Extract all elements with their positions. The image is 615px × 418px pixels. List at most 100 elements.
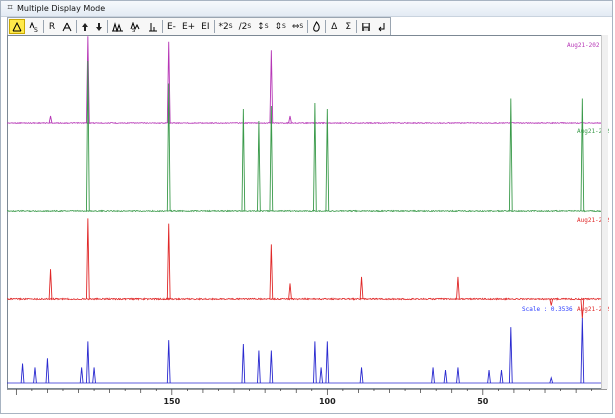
peak-mark	[269, 50, 274, 124]
toolbar-separator	[325, 20, 327, 33]
peak-mark	[456, 367, 460, 384]
peak-mark	[499, 369, 504, 384]
multiply-scale-button[interactable]: *2 S	[217, 19, 235, 34]
peak-mark	[313, 102, 317, 212]
divide-scale-button[interactable]: /2 S	[237, 19, 254, 34]
e-minus-label: E-	[167, 21, 176, 32]
scale-readout: Scale : 0.3536	[522, 306, 573, 313]
move-down-button[interactable]	[93, 19, 105, 34]
peak-mark	[241, 108, 246, 212]
e-minus-button[interactable]: E-	[165, 19, 178, 34]
peak-label-icon	[12, 21, 22, 32]
peak-mark	[456, 276, 460, 300]
sigma-button[interactable]: Σ	[342, 19, 354, 34]
expand-scale-button[interactable]: ↕ S	[255, 19, 270, 34]
save-icon	[361, 22, 371, 32]
peak-mark	[508, 98, 513, 212]
peak-list-button[interactable]	[110, 19, 126, 34]
e-plus-button[interactable]: E+	[180, 19, 197, 34]
shift-scale-button[interactable]: ⇕ S	[273, 19, 288, 34]
arrow-up-icon	[81, 22, 89, 32]
peak-mark	[33, 367, 37, 384]
peak-scale-button[interactable]: S	[27, 19, 41, 34]
divide-scale-sub: S	[247, 23, 252, 30]
peak-mark	[269, 105, 274, 212]
delta-label: Δ	[331, 21, 338, 32]
peak-mark	[288, 283, 292, 300]
trace-label-green: Aug21-202	[577, 128, 610, 135]
toolbar-separator	[307, 20, 309, 33]
x-axis: 150 100 50	[7, 389, 607, 409]
svg-text:S: S	[34, 27, 38, 32]
peak-mark-icon	[148, 22, 158, 32]
plot-area[interactable]	[7, 35, 607, 389]
peak-mark	[86, 60, 90, 212]
peak-select-icon	[62, 22, 72, 32]
multiply-scale-sub: S	[228, 23, 233, 30]
sigma-label: Σ	[345, 21, 352, 32]
peak-mark	[359, 367, 364, 384]
toolbar: S R S E- E+ EI *2 S/2 S ↕ S ⇕ S ⇔ S Δ Σ	[7, 17, 392, 36]
peak-mark	[86, 341, 90, 384]
graph-icon: ⌗	[7, 3, 13, 13]
toolbar-separator	[162, 20, 163, 33]
ei-label: EI	[201, 21, 210, 32]
toolbar-separator	[213, 20, 215, 33]
peak-mark	[86, 36, 90, 124]
reset-button[interactable]: R	[46, 19, 58, 34]
horizontal-scale-button[interactable]: ⇔ S	[290, 19, 305, 34]
peak-mark	[325, 341, 330, 384]
e-plus-label: E+	[181, 21, 196, 32]
peak-mark-button[interactable]	[146, 19, 160, 34]
shift-scale-label: ⇕	[274, 21, 283, 32]
peak-mark	[257, 120, 261, 212]
peak-mark	[79, 367, 84, 384]
peak-mark	[48, 269, 53, 300]
svg-text:S: S	[132, 28, 135, 32]
multiply-scale-label: *2	[218, 21, 229, 32]
vertical-scrollbar[interactable]	[601, 35, 608, 389]
peak-mark	[257, 350, 261, 384]
ei-button[interactable]: EI	[199, 19, 211, 34]
x-tick-label: 50	[477, 397, 489, 406]
return-icon	[377, 22, 387, 32]
peak-mark	[580, 98, 585, 212]
peak-scale2-button[interactable]: S	[128, 19, 144, 34]
save-button[interactable]	[359, 19, 373, 34]
trace-label-magenta: Aug21-202	[567, 42, 600, 49]
peak-scale2-icon: S	[130, 21, 142, 32]
spectrum-plot[interactable]	[7, 35, 601, 389]
window-title: Multiple Display Mode	[17, 4, 106, 13]
divide-scale-label: /2	[238, 21, 248, 32]
peak-mark	[443, 369, 448, 384]
peak-mark	[48, 115, 53, 124]
series-baseline	[7, 121, 601, 125]
expand-scale-sub: S	[264, 23, 269, 30]
return-button[interactable]	[375, 19, 389, 34]
move-up-button[interactable]	[79, 19, 91, 34]
peak-mark	[288, 115, 292, 124]
delta-button[interactable]: Δ	[328, 19, 340, 34]
peak-mark	[92, 367, 96, 384]
x-tick-label: 100	[318, 397, 336, 406]
peak-label-button[interactable]	[9, 19, 25, 34]
peak-mark	[269, 350, 274, 384]
title-bar: ⌗ Multiple Display Mode	[1, 1, 612, 17]
peak-mark	[325, 108, 330, 212]
peak-mark	[20, 363, 25, 384]
peak-select-button[interactable]	[60, 19, 74, 34]
series-trace-green	[7, 60, 601, 213]
peak-mark	[166, 41, 171, 124]
peak-scale-icon: S	[29, 21, 39, 32]
toolbar-separator	[107, 20, 108, 33]
peak-mark	[45, 358, 50, 384]
arrow-down-icon	[95, 22, 103, 32]
peak-mark	[549, 298, 554, 306]
toolbar-separator	[76, 20, 77, 33]
peak-mark	[313, 341, 317, 384]
peak-mark	[359, 276, 364, 300]
series-baseline	[7, 297, 601, 301]
peak-mark	[166, 340, 171, 384]
peak-mark	[166, 223, 171, 300]
flame-button[interactable]	[310, 19, 323, 34]
